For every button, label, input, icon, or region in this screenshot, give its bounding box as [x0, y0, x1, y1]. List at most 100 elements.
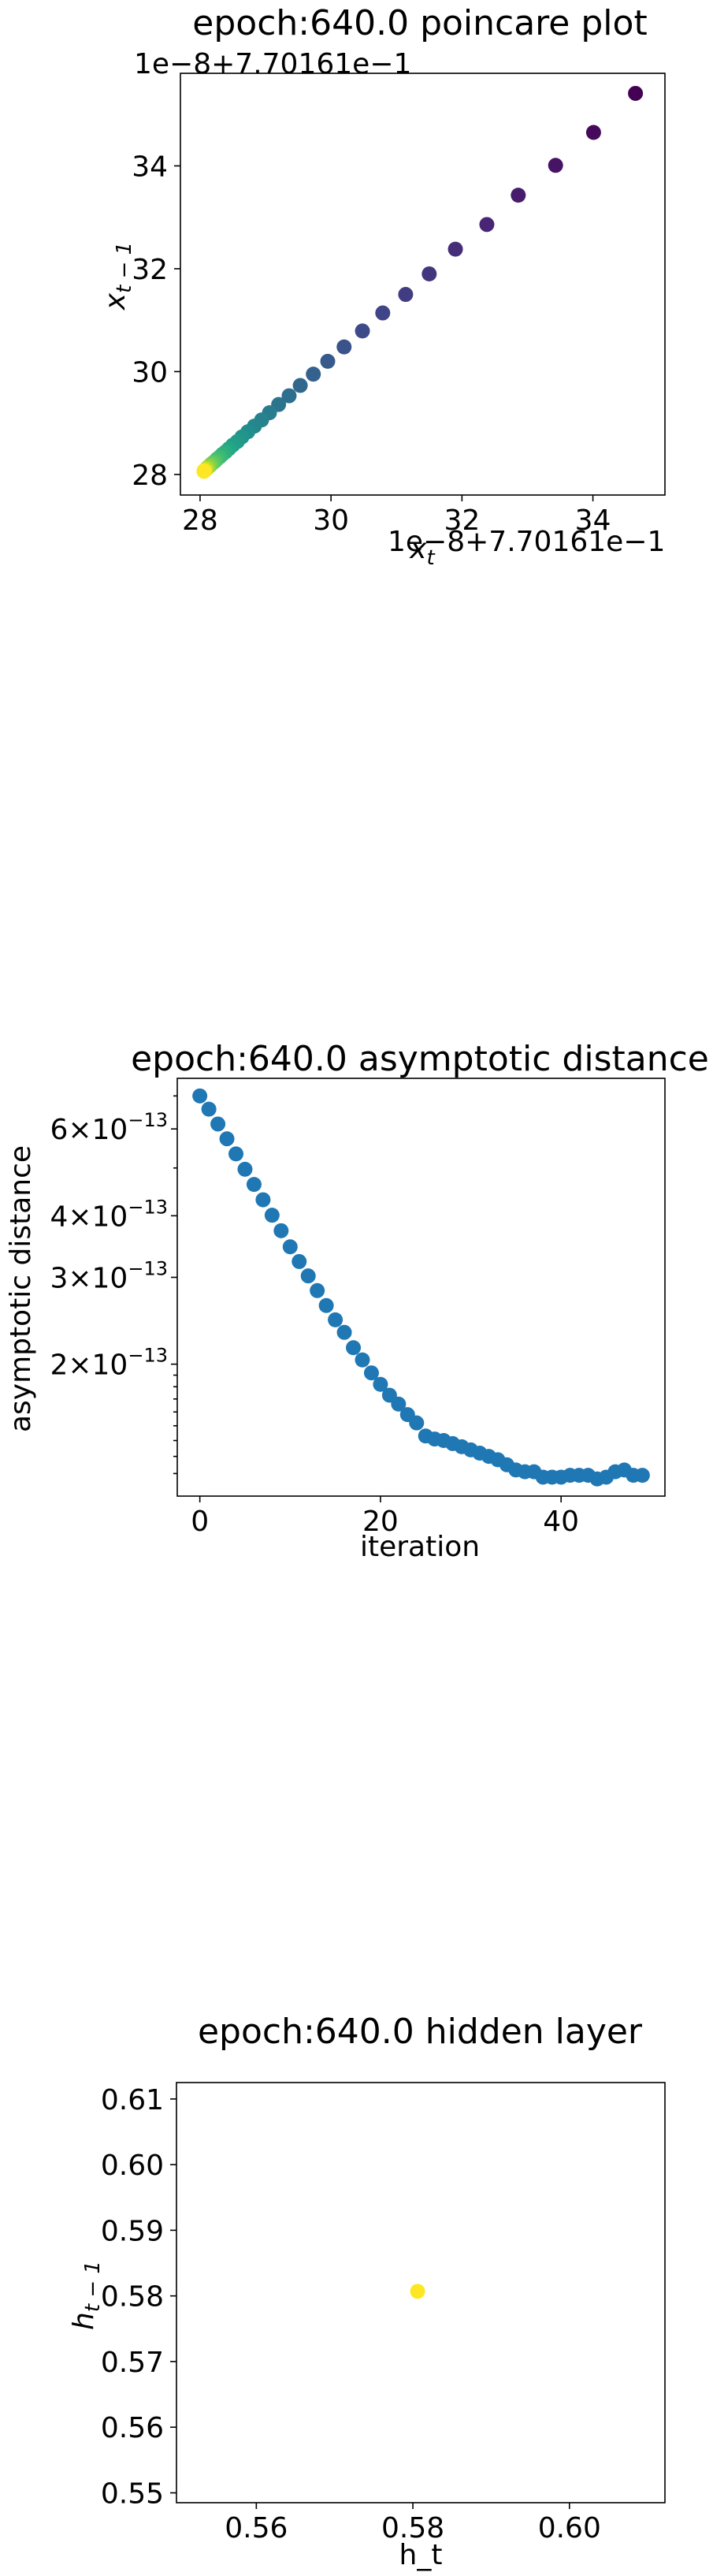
- poincare-point: [355, 323, 370, 339]
- poincare-point: [292, 378, 308, 393]
- poincare-plot-panel: epoch:640.0 poincare plot 1e−8+7.70161e−…: [99, 3, 666, 570]
- y-tick-mantissa: 2: [50, 1349, 68, 1382]
- asymptotic-distance-panel: epoch:640.0 asymptotic distance iteratio…: [5, 1039, 709, 1563]
- y-tick-times: ×10: [68, 1114, 128, 1146]
- y-tick-exponent: −13: [128, 1257, 168, 1279]
- x-tick-label: 30: [313, 504, 349, 537]
- y-tick-exponent: −13: [128, 1345, 168, 1367]
- x-tick-label: 0.56: [225, 2512, 288, 2544]
- poincare-y-offset-label: 1e−8+7.70161e−1: [134, 48, 411, 80]
- x-tick-label: 0: [191, 1506, 209, 1538]
- distance-point: [219, 1131, 235, 1147]
- x-tick-label: 40: [543, 1506, 579, 1538]
- hidden-state-point: [410, 2284, 425, 2299]
- y-tick-label: 34: [132, 151, 168, 183]
- y-tick-label: 0.57: [101, 2347, 164, 2379]
- x-tick-label: 28: [182, 504, 218, 537]
- y-tick-label: 0.55: [101, 2478, 164, 2511]
- poincare-point: [511, 188, 526, 203]
- asymptotic-distance-marks: [192, 1088, 650, 1487]
- hidden-layer-ticks: 0.56 0.58 0.60 0.55 0.56 0.57 0.58 0.59 0.60 0.61: [101, 2084, 601, 2544]
- y-tick-times: ×10: [68, 1262, 128, 1294]
- poincare-y-axis-label: xt − 1: [99, 242, 136, 311]
- y-tick-label: 0.60: [101, 2150, 164, 2182]
- y-tick-label: 28: [132, 460, 168, 492]
- y-tick-mantissa: 6: [50, 1114, 68, 1146]
- distance-point: [373, 1376, 388, 1392]
- poincare-point: [628, 85, 644, 101]
- distance-point: [310, 1282, 325, 1298]
- distance-point: [391, 1396, 407, 1412]
- poincare-marks: [196, 85, 644, 479]
- y-tick-exponent: −13: [128, 1109, 168, 1131]
- distance-point: [228, 1146, 244, 1162]
- y-tick-label: 0.59: [101, 2215, 164, 2247]
- poincare-point: [585, 125, 601, 140]
- distance-point: [282, 1239, 298, 1255]
- y-tick-mantissa: 4: [50, 1201, 68, 1233]
- y-tick-label: 0.58: [101, 2281, 164, 2314]
- poincare-point: [336, 339, 352, 355]
- poincare-point: [306, 367, 321, 382]
- hidden-layer-x-axis-label: h_t: [399, 2539, 443, 2571]
- hidden-layer-title: epoch:640.0 hidden layer: [198, 2012, 643, 2052]
- distance-point: [292, 1253, 307, 1269]
- distance-point: [318, 1297, 334, 1313]
- poincare-point: [479, 217, 495, 233]
- hidden-layer-y-axis-label: ht − 1: [68, 2261, 105, 2330]
- distance-point: [246, 1177, 262, 1193]
- poincare-point: [196, 463, 212, 479]
- distance-point: [201, 1101, 217, 1117]
- poincare-point: [398, 287, 414, 303]
- asymptotic-distance-y-axis-label: asymptotic distance: [5, 1145, 37, 1432]
- distance-point: [634, 1468, 650, 1483]
- poincare-point: [375, 305, 391, 321]
- y-tick-label: 0.61: [101, 2084, 164, 2116]
- x-tick-label: 0.60: [538, 2512, 601, 2544]
- poincare-axes-frame: [180, 73, 666, 496]
- y-tick-times: ×10: [68, 1349, 128, 1382]
- y-tick-label: 3×10−13: [50, 1257, 168, 1294]
- x-tick-label: 20: [362, 1506, 399, 1538]
- y-tick-label: 30: [132, 356, 168, 389]
- distance-point: [264, 1208, 280, 1223]
- distance-point: [300, 1268, 316, 1284]
- asymptotic-distance-axes-frame: [176, 1078, 666, 1497]
- distance-point: [237, 1161, 253, 1177]
- y-tick-mantissa: 3: [50, 1262, 68, 1294]
- distance-point: [336, 1324, 352, 1340]
- poincare-x-offset-label: 1e−8+7.70161e−1: [388, 526, 665, 558]
- poincare-point: [281, 388, 297, 404]
- poincare-point: [447, 241, 463, 257]
- distance-point: [355, 1352, 370, 1368]
- y-tick-label: 4×10−13: [50, 1196, 168, 1233]
- y-tick-label: 32: [132, 254, 168, 286]
- y-tick-label: 0.56: [101, 2412, 164, 2444]
- distance-point: [328, 1312, 344, 1327]
- y-tick-exponent: −13: [128, 1196, 168, 1218]
- distance-point: [409, 1415, 425, 1431]
- x-tick-label: 34: [575, 504, 611, 537]
- asymptotic-distance-x-axis-label: iteration: [360, 1531, 480, 1563]
- x-tick-label: 32: [444, 504, 480, 537]
- distance-point: [192, 1088, 208, 1104]
- asymptotic-distance-title: epoch:640.0 asymptotic distance: [131, 1039, 709, 1079]
- distance-point: [346, 1340, 362, 1356]
- y-tick-label: 6×10−13: [50, 1109, 168, 1146]
- poincare-plot-title: epoch:640.0 poincare plot: [192, 3, 647, 43]
- poincare-point: [421, 266, 437, 281]
- poincare-ticks: 28 30 32 34 28 30 32 34: [132, 151, 611, 537]
- y-tick-times: ×10: [68, 1201, 128, 1233]
- y-tick-label: 2×10−13: [50, 1345, 168, 1382]
- distance-point: [255, 1192, 271, 1208]
- distance-point: [363, 1365, 379, 1381]
- x-tick-label: 0.58: [381, 2512, 444, 2544]
- poincare-point: [320, 353, 336, 369]
- hidden-layer-panel: epoch:640.0 hidden layer h_t ht − 1 0.56…: [68, 2012, 666, 2571]
- hidden-layer-marks: [410, 2284, 425, 2299]
- distance-point: [210, 1116, 226, 1132]
- distance-point: [273, 1223, 289, 1238]
- poincare-point: [548, 158, 563, 173]
- asymptotic-distance-ticks: 0 20 406×10−134×10−133×10−132×10−13: [50, 1095, 579, 1538]
